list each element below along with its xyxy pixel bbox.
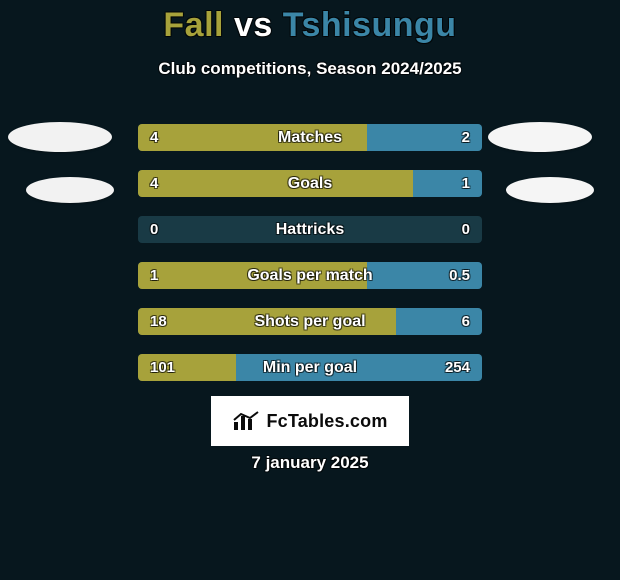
- row-label: Min per goal: [138, 354, 482, 381]
- comparison-chart: 42Matches 41Goals 00Hattricks 10.5Goals per…: [138, 124, 482, 400]
- player-right-name: Tshisungu: [283, 6, 457, 44]
- stat-row: 101254Min per goal: [138, 354, 482, 381]
- subtitle: Club competitions, Season 2024/2025: [0, 59, 620, 79]
- avatar: [506, 177, 594, 203]
- avatar: [8, 122, 112, 152]
- row-label: Hattricks: [138, 216, 482, 243]
- infographic-canvas: Fall vs Tshisungu Club competitions, Sea…: [0, 0, 620, 580]
- stat-row: 186Shots per goal: [138, 308, 482, 335]
- date-caption: 7 january 2025: [0, 453, 620, 473]
- vs-separator: vs: [234, 6, 273, 44]
- avatar: [488, 122, 592, 152]
- stat-row: 10.5Goals per match: [138, 262, 482, 289]
- stat-row: 42Matches: [138, 124, 482, 151]
- avatar: [26, 177, 114, 203]
- row-label: Shots per goal: [138, 308, 482, 335]
- row-label: Goals per match: [138, 262, 482, 289]
- bar-chart-icon: [232, 410, 260, 432]
- stat-row: 41Goals: [138, 170, 482, 197]
- fctables-logo: FcTables.com: [211, 396, 409, 446]
- logo-text: FcTables.com: [266, 411, 387, 432]
- stat-row: 00Hattricks: [138, 216, 482, 243]
- player-left-name: Fall: [163, 6, 224, 44]
- row-label: Matches: [138, 124, 482, 151]
- page-title: Fall vs Tshisungu: [0, 0, 620, 45]
- row-label: Goals: [138, 170, 482, 197]
